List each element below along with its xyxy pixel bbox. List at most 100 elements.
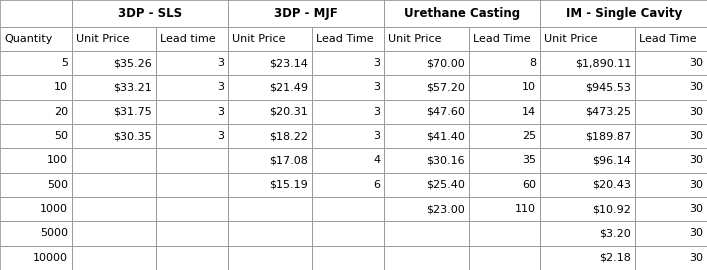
Text: $17.08: $17.08: [269, 156, 308, 166]
Text: $31.75: $31.75: [113, 107, 152, 117]
Bar: [312, 148, 384, 173]
Bar: [312, 75, 384, 100]
Bar: [636, 221, 707, 246]
Text: 10: 10: [522, 82, 537, 92]
Bar: [540, 51, 636, 75]
Text: $15.19: $15.19: [269, 180, 308, 190]
Bar: [0, 197, 71, 221]
Bar: [384, 148, 469, 173]
Text: 30: 30: [689, 131, 703, 141]
Text: 30: 30: [689, 82, 703, 92]
Bar: [228, 221, 312, 246]
Text: 500: 500: [47, 180, 68, 190]
Bar: [469, 124, 540, 148]
Bar: [636, 173, 707, 197]
Bar: [156, 100, 228, 124]
Bar: [384, 100, 469, 124]
Text: 5000: 5000: [40, 228, 68, 238]
Bar: [469, 221, 540, 246]
Text: 1000: 1000: [40, 204, 68, 214]
Text: $3.20: $3.20: [600, 228, 631, 238]
Bar: [540, 173, 636, 197]
Text: $21.49: $21.49: [269, 82, 308, 92]
Bar: [0, 75, 71, 100]
Bar: [384, 0, 540, 26]
Bar: [0, 148, 71, 173]
Text: 100: 100: [47, 156, 68, 166]
Text: 3DP - MJF: 3DP - MJF: [274, 7, 338, 20]
Text: 5: 5: [61, 58, 68, 68]
Bar: [156, 148, 228, 173]
Text: 14: 14: [522, 107, 537, 117]
Bar: [228, 26, 312, 51]
Bar: [312, 197, 384, 221]
Bar: [312, 100, 384, 124]
Text: IM - Single Cavity: IM - Single Cavity: [566, 7, 682, 20]
Text: 30: 30: [689, 107, 703, 117]
Bar: [384, 197, 469, 221]
Bar: [312, 173, 384, 197]
Bar: [636, 75, 707, 100]
Text: 20: 20: [54, 107, 68, 117]
Text: $41.40: $41.40: [426, 131, 464, 141]
Bar: [0, 26, 71, 51]
Text: $35.26: $35.26: [113, 58, 152, 68]
Text: Unit Price: Unit Price: [544, 34, 598, 44]
Text: 30: 30: [689, 156, 703, 166]
Text: $20.31: $20.31: [269, 107, 308, 117]
Text: $473.25: $473.25: [585, 107, 631, 117]
Text: 30: 30: [689, 204, 703, 214]
Text: $10.92: $10.92: [592, 204, 631, 214]
Bar: [469, 246, 540, 270]
Bar: [312, 26, 384, 51]
Bar: [636, 26, 707, 51]
Bar: [228, 75, 312, 100]
Text: $33.21: $33.21: [113, 82, 152, 92]
Bar: [228, 100, 312, 124]
Text: $18.22: $18.22: [269, 131, 308, 141]
Text: Urethane Casting: Urethane Casting: [404, 7, 520, 20]
Text: $1,890.11: $1,890.11: [575, 58, 631, 68]
Bar: [469, 75, 540, 100]
Bar: [0, 173, 71, 197]
Bar: [0, 124, 71, 148]
Bar: [71, 100, 156, 124]
Bar: [156, 51, 228, 75]
Text: 3: 3: [217, 58, 224, 68]
Bar: [469, 26, 540, 51]
Bar: [384, 124, 469, 148]
Bar: [540, 246, 636, 270]
Text: 60: 60: [522, 180, 537, 190]
Bar: [228, 246, 312, 270]
Text: $70.00: $70.00: [426, 58, 464, 68]
Bar: [636, 124, 707, 148]
Text: Unit Price: Unit Price: [388, 34, 442, 44]
Bar: [156, 197, 228, 221]
Text: 10: 10: [54, 82, 68, 92]
Bar: [540, 197, 636, 221]
Text: 3: 3: [373, 107, 380, 117]
Bar: [0, 246, 71, 270]
Text: 3DP - SLS: 3DP - SLS: [118, 7, 182, 20]
Text: 10000: 10000: [33, 253, 68, 263]
Text: $2.18: $2.18: [600, 253, 631, 263]
Bar: [0, 0, 71, 26]
Bar: [71, 75, 156, 100]
Bar: [636, 197, 707, 221]
Bar: [71, 197, 156, 221]
Bar: [636, 246, 707, 270]
Bar: [71, 221, 156, 246]
Text: 30: 30: [689, 58, 703, 68]
Text: Lead time: Lead time: [160, 34, 216, 44]
Bar: [469, 148, 540, 173]
Text: 30: 30: [689, 228, 703, 238]
Text: 3: 3: [373, 58, 380, 68]
Text: $945.53: $945.53: [585, 82, 631, 92]
Bar: [0, 51, 71, 75]
Text: $23.14: $23.14: [269, 58, 308, 68]
Bar: [228, 173, 312, 197]
Bar: [71, 124, 156, 148]
Bar: [312, 51, 384, 75]
Text: Lead Time: Lead Time: [639, 34, 697, 44]
Bar: [156, 221, 228, 246]
